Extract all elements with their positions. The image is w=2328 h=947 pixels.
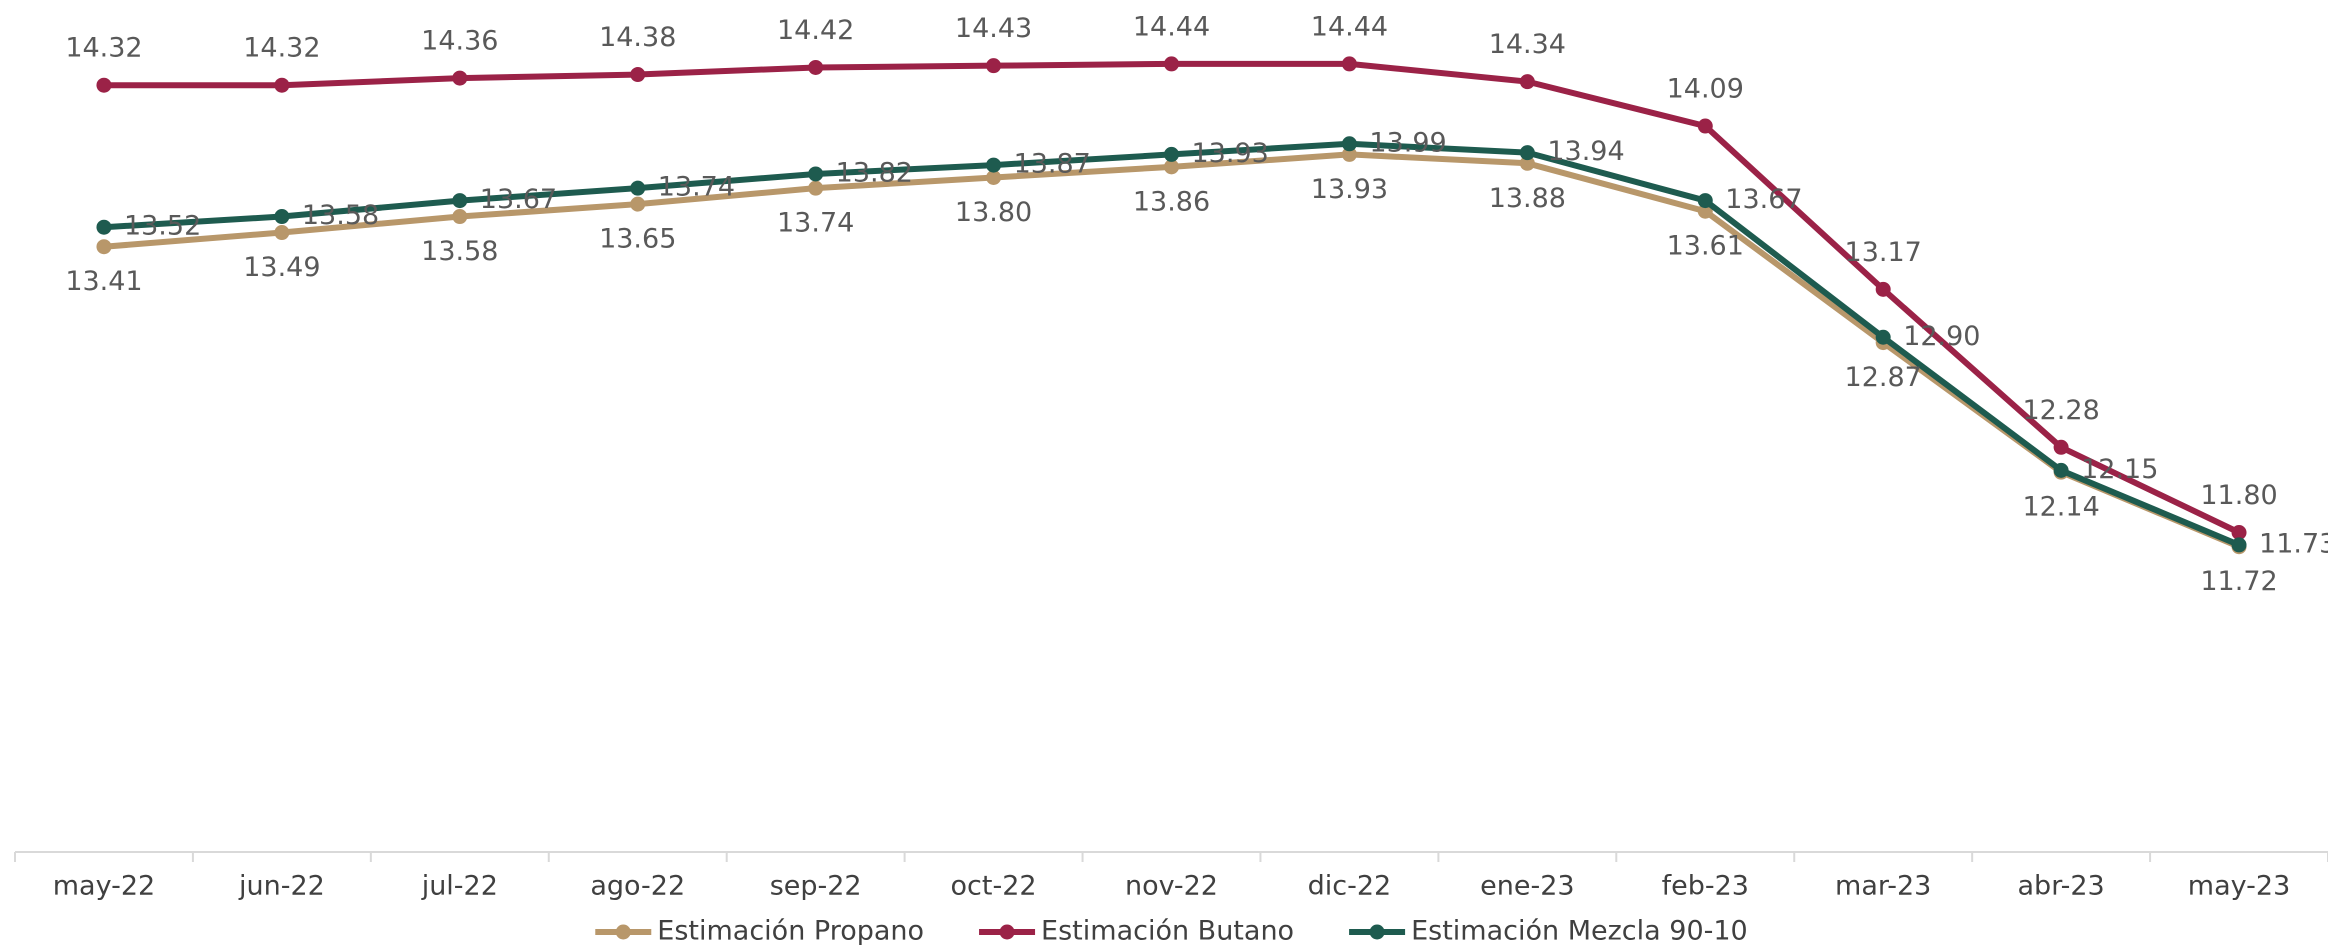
x-tick-label: ene-23: [1480, 871, 1574, 902]
data-point: [986, 157, 1002, 173]
data-label: 13.52: [124, 211, 201, 242]
data-point: [630, 196, 646, 212]
legend-marker: [615, 924, 631, 940]
legend-label: Estimación Mezcla 90-10: [1411, 916, 1748, 947]
data-label: 14.36: [421, 26, 498, 57]
legend-marker: [1369, 924, 1385, 940]
data-point: [630, 67, 646, 83]
data-label: 12.87: [1845, 362, 1922, 393]
data-point: [1164, 146, 1179, 162]
data-label: 11.80: [2200, 480, 2277, 511]
data-point: [1519, 145, 1535, 161]
data-point: [1519, 155, 1535, 171]
data-point: [1875, 329, 1891, 345]
legend-label: Estimación Butano: [1041, 916, 1294, 947]
legend-marker: [999, 924, 1015, 940]
data-label: 14.43: [955, 13, 1032, 44]
x-tick-label: ago-22: [590, 871, 685, 902]
data-label: 13.88: [1489, 183, 1566, 214]
data-point: [986, 170, 1002, 185]
x-tick-label: feb-23: [1662, 871, 1749, 902]
data-point: [1164, 56, 1179, 72]
data-label: 13.74: [777, 208, 854, 239]
data-label: 13.99: [1369, 127, 1446, 158]
data-point: [808, 180, 824, 196]
x-tick-label: may-23: [2188, 871, 2290, 902]
legend-label: Estimación Propano: [657, 916, 924, 947]
data-label: 14.38: [599, 22, 676, 53]
data-label: 11.72: [2200, 566, 2277, 597]
data-label: 13.93: [1311, 174, 1388, 205]
x-tick-label: jun-22: [238, 871, 325, 902]
data-label: 14.32: [65, 33, 142, 64]
data-label: 13.58: [421, 236, 498, 267]
data-label: 13.87: [1014, 149, 1091, 180]
data-point: [96, 77, 112, 93]
data-label: 14.32: [243, 33, 320, 64]
data-label: 13.80: [955, 197, 1032, 228]
data-label: 14.42: [777, 15, 854, 46]
data-label: 12.28: [2022, 395, 2099, 426]
x-tick-label: sep-22: [770, 871, 862, 902]
data-point: [986, 58, 1002, 74]
data-label: 14.44: [1133, 11, 1210, 42]
data-point: [274, 209, 290, 225]
data-point: [274, 77, 290, 93]
data-label: 12.15: [2081, 454, 2158, 485]
x-tick-label: mar-23: [1835, 871, 1931, 902]
data-point: [96, 219, 112, 235]
data-label: 13.74: [658, 172, 735, 203]
data-point: [2231, 537, 2247, 553]
data-point: [1341, 136, 1357, 152]
data-label: 14.44: [1311, 11, 1388, 42]
x-tick-label: may-22: [53, 871, 155, 902]
data-label: 13.93: [1192, 138, 1269, 169]
data-point: [1875, 281, 1891, 297]
data-point: [1697, 203, 1713, 219]
data-label: 13.86: [1133, 186, 1210, 217]
x-tick-label: oct-22: [951, 871, 1037, 902]
data-point: [1519, 74, 1535, 90]
data-label: 13.67: [480, 184, 557, 215]
data-point: [274, 225, 290, 241]
data-point: [1341, 146, 1357, 162]
data-label: 14.34: [1489, 29, 1566, 60]
data-point: [1697, 118, 1713, 134]
x-tick-label: nov-22: [1125, 871, 1218, 902]
data-point: [2231, 525, 2247, 540]
data-point: [808, 166, 824, 182]
data-label: 12.90: [1903, 321, 1980, 352]
data-point: [2053, 439, 2069, 455]
data-label: 13.58: [302, 200, 379, 231]
series-line: [103, 60, 2241, 536]
data-point: [2053, 462, 2069, 478]
data-label: 13.67: [1725, 184, 1802, 215]
data-point: [452, 193, 468, 209]
data-label: 13.61: [1667, 231, 1744, 262]
x-tick-label: abr-23: [2018, 871, 2105, 902]
data-label: 13.41: [65, 266, 142, 297]
data-point: [96, 239, 112, 255]
data-point: [1164, 159, 1179, 175]
x-tick-label: jul-22: [421, 871, 498, 902]
data-label: 13.17: [1845, 237, 1922, 268]
legend: Estimación Propano Estimación Butano Estim…: [595, 916, 1748, 947]
data-label: 11.73: [2259, 528, 2328, 559]
data-label: 13.49: [243, 252, 320, 283]
data-label: 12.14: [2022, 492, 2099, 523]
data-point: [452, 70, 468, 86]
data-label: 14.09: [1667, 74, 1744, 105]
data-label: 13.94: [1547, 136, 1624, 167]
data-label: 13.65: [599, 224, 676, 255]
data-point: [1341, 56, 1357, 72]
data-label: 13.82: [836, 157, 913, 188]
data-point: [630, 180, 646, 196]
x-tick-label: dic-22: [1308, 871, 1392, 902]
data-point: [452, 209, 468, 225]
data-point: [808, 59, 824, 75]
data-point: [1697, 193, 1713, 209]
